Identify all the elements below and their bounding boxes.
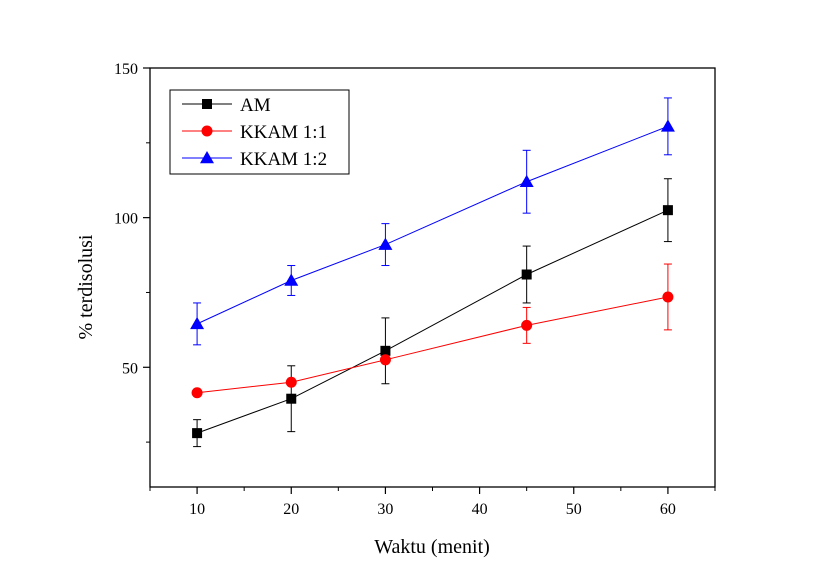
x-tick-label: 40 — [472, 501, 488, 518]
data-point — [378, 237, 393, 250]
legend-marker — [202, 99, 212, 109]
legend-marker — [200, 151, 214, 164]
series-am — [192, 178, 673, 448]
data-point — [190, 316, 205, 330]
series-kkam-1-2 — [190, 97, 675, 346]
series-line — [196, 209, 669, 434]
data-point — [662, 205, 673, 216]
legend-entry: KKAM 1:1 — [182, 122, 327, 143]
data-point — [521, 269, 532, 280]
x-tick-label: 60 — [660, 501, 676, 518]
x-tick-label: 50 — [566, 501, 582, 518]
data-point — [521, 319, 533, 331]
data-point — [380, 345, 391, 356]
legend-label: KKAM 1:1 — [240, 122, 327, 143]
x-tick-label: 10 — [189, 501, 205, 518]
y-tick-label: 50 — [122, 360, 138, 377]
legend-label: AM — [240, 95, 271, 116]
series-layer — [190, 97, 675, 448]
y-axis-ticks: 50 100 150 — [114, 61, 150, 443]
legend: AM KKAM 1:1 KKAM 1:2 — [169, 89, 350, 175]
data-point — [284, 273, 299, 286]
legend-marker — [201, 125, 213, 137]
data-point — [660, 119, 675, 132]
legend-entry: KKAM 1:2 — [182, 149, 327, 170]
data-point — [379, 354, 391, 366]
legend-label: KKAM 1:2 — [240, 149, 327, 170]
data-point — [285, 376, 297, 388]
series-kkam-1-1 — [191, 263, 674, 399]
y-axis-title: % terdisolusi — [75, 234, 97, 339]
x-tick-label: 30 — [377, 501, 393, 518]
data-point — [519, 174, 534, 187]
x-tick-label: 20 — [283, 501, 299, 518]
y-tick-label: 150 — [114, 61, 138, 78]
data-point — [286, 393, 297, 404]
x-axis-title: Waktu (menit) — [374, 536, 490, 558]
data-point — [191, 387, 203, 399]
x-axis-ticks: 10 20 30 40 50 60 — [149, 487, 716, 518]
series-line — [197, 296, 669, 394]
y-tick-label: 100 — [114, 211, 138, 228]
data-point — [662, 291, 674, 303]
legend-entry: AM — [182, 95, 271, 116]
data-point — [192, 428, 203, 439]
